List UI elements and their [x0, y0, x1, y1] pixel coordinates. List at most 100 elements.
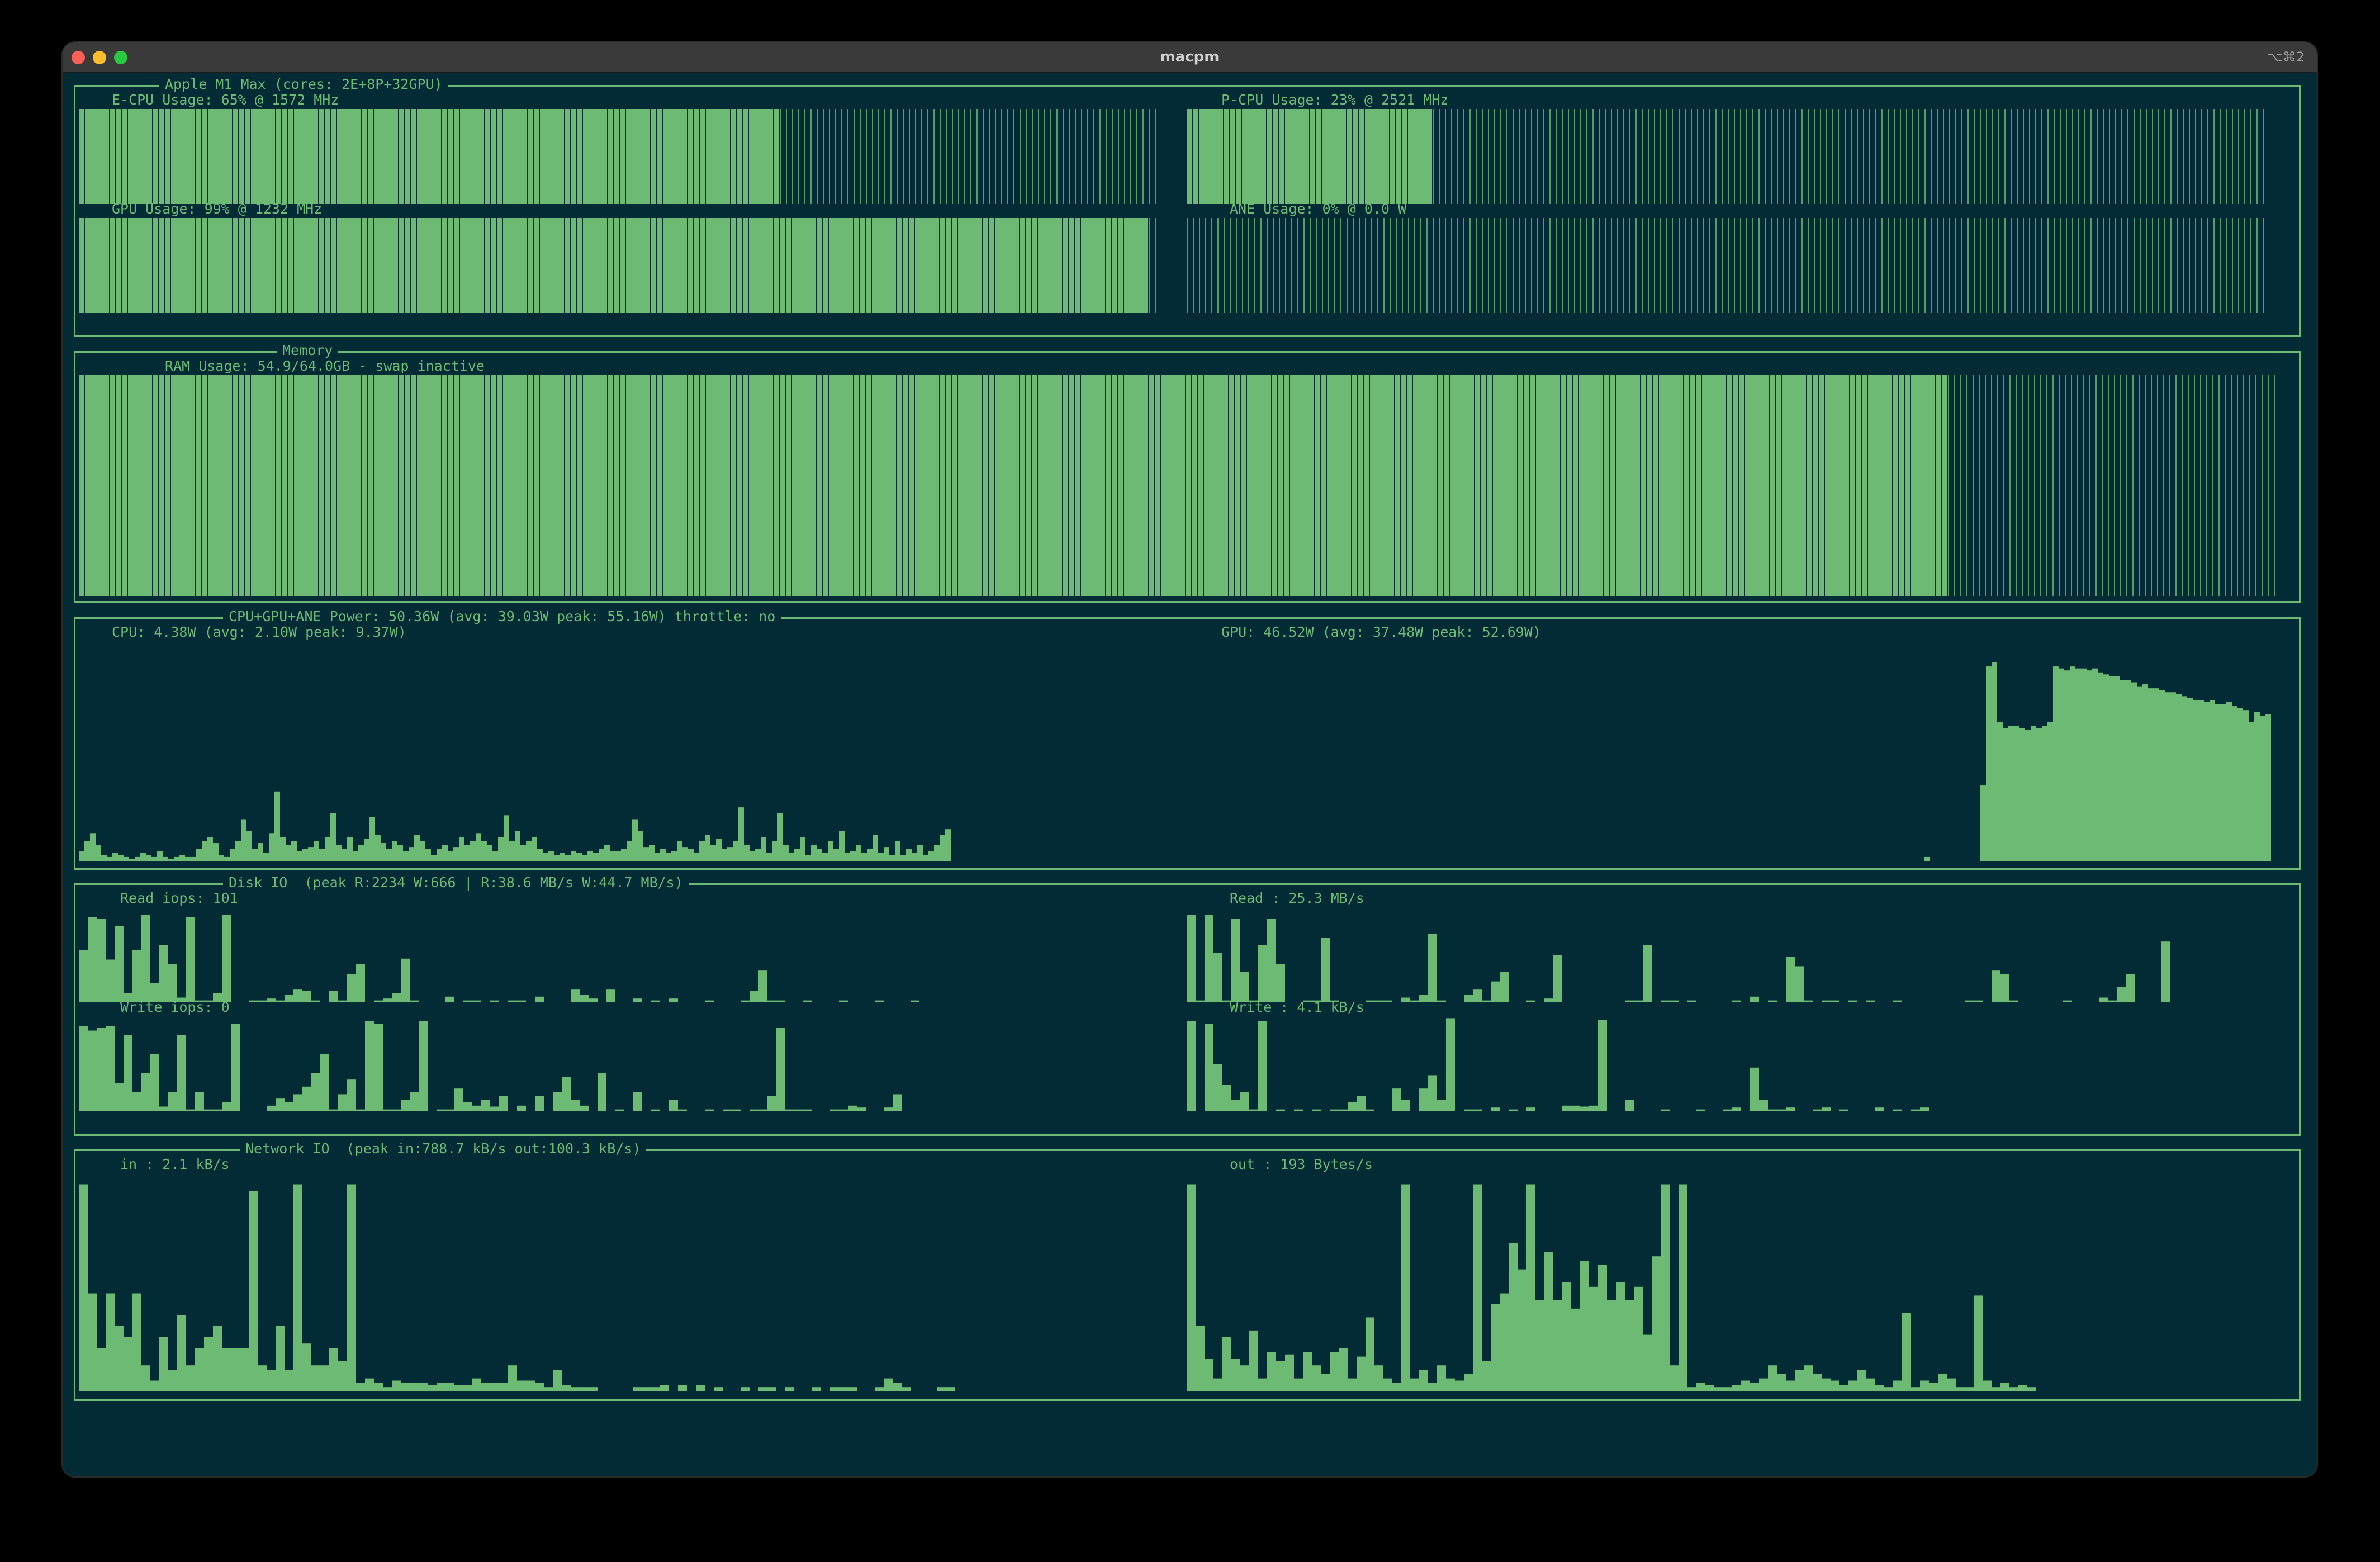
- ane-usage-gauge-empty-cell: [1599, 218, 1600, 313]
- cpu-power-sparkline-bar: [314, 841, 319, 861]
- ecpu-usage-gauge-filled-cell: [97, 109, 103, 204]
- ecpu-usage-gauge-empty-cell: [970, 109, 971, 204]
- ane-usage-gauge-empty-cell: [1365, 218, 1366, 313]
- read-iops-sparkline-bar: [124, 993, 132, 1002]
- pcpu-usage-gauge-empty-cell: [1728, 109, 1729, 204]
- network-out-sparkline-bar: [1759, 1378, 1768, 1391]
- cpu-power-sparkline-bar: [325, 837, 330, 861]
- network-out-sparkline-bar: [1884, 1387, 1893, 1391]
- ane-usage-gauge-empty-cell: [1881, 218, 1883, 313]
- gpu-usage-gauge-filled-cell: [823, 218, 828, 313]
- cpu-power-sparkline-bar: [280, 837, 286, 861]
- ram-usage-gauge-filled-cell: [1468, 375, 1474, 596]
- network-out-sparkline-bar: [1437, 1365, 1446, 1391]
- cpu-power-sparkline-bar: [766, 853, 772, 861]
- ram-usage-gauge-filled-cell: [1499, 375, 1505, 596]
- network-in-sparkline-bar: [231, 1348, 240, 1391]
- pcpu-usage-gauge-empty-cell: [1771, 109, 1772, 204]
- ram-usage-gauge-empty-cell: [2182, 375, 2183, 596]
- ane-usage-gauge-empty-cell: [1193, 218, 1194, 313]
- ram-usage-gauge-filled-cell: [399, 375, 404, 596]
- gpu-usage-gauge-filled-cell: [651, 218, 656, 313]
- write-rate-sparkline-bar: [1205, 1024, 1213, 1111]
- network-out-sparkline-bar: [1518, 1269, 1526, 1391]
- gpu-usage-gauge-filled-cell: [257, 218, 263, 313]
- write-iops-sparkline-bar: [329, 1109, 338, 1111]
- ecpu-usage-gauge-filled-cell: [638, 109, 644, 204]
- pcpu-usage-gauge-filled-cell: [1365, 109, 1371, 204]
- write-iops-sparkline-bar: [401, 1100, 410, 1111]
- read-iops-sparkline-bar: [401, 958, 410, 1002]
- gpu-usage-gauge-filled-cell: [405, 218, 410, 313]
- ecpu-usage-gauge-filled-cell: [583, 109, 589, 204]
- ecpu-usage-gauge-filled-cell: [337, 109, 343, 204]
- window-title: macpm: [1160, 49, 1220, 65]
- gpu-power-sparkline-bar: [1997, 722, 2003, 861]
- gpu-power-sparkline-bar: [2070, 666, 2075, 861]
- pcpu-usage-gauge-filled-cell: [1273, 109, 1278, 204]
- ecpu-usage-gauge-empty-cell: [1013, 109, 1014, 204]
- ram-usage-gauge-filled-cell: [1161, 375, 1167, 596]
- network-in-sparkline-bar: [544, 1387, 553, 1391]
- ane-usage-gauge-empty-cell: [1396, 218, 1397, 313]
- ecpu-usage-gauge-empty-cell: [798, 109, 799, 204]
- minimize-window-button[interactable]: [93, 51, 106, 64]
- read-iops-sparkline-bar: [302, 991, 311, 1002]
- cpu-power-sparkline-bar: [699, 841, 705, 861]
- cpu-power-sparkline-bar: [196, 849, 202, 861]
- ane-usage-gauge-empty-cell: [1476, 218, 1477, 313]
- ram-usage-gauge-filled-cell: [1020, 375, 1025, 596]
- ecpu-usage-gauge-empty-cell: [1118, 109, 1119, 204]
- ram-usage-gauge-filled-cell: [269, 375, 275, 596]
- network-out-sparkline-bar: [1509, 1243, 1518, 1391]
- ecpu-usage-gauge-filled-cell: [774, 109, 779, 204]
- ane-usage-gauge-empty-cell: [1377, 218, 1378, 313]
- gpu-usage-gauge-filled-cell: [860, 218, 865, 313]
- network-out-sparkline-bar: [1571, 1308, 1580, 1391]
- cpu-power-sparkline-bar: [761, 837, 766, 861]
- network-out-sparkline-bar: [1366, 1317, 1374, 1391]
- zoom-window-button[interactable]: [114, 51, 127, 64]
- ram-usage-gauge-filled-cell: [761, 375, 767, 596]
- ecpu-usage-gauge-empty-cell: [1106, 109, 1107, 204]
- network-in-sparkline-bar: [830, 1387, 839, 1391]
- ane-usage-gauge-empty-cell: [1801, 218, 1803, 313]
- network-out-sparkline-bar: [1598, 1265, 1607, 1391]
- ecpu-usage-gauge-filled-cell: [651, 109, 656, 204]
- ram-usage-gauge-filled-cell: [829, 375, 835, 596]
- close-window-button[interactable]: [72, 51, 85, 64]
- pcpu-usage-gauge-empty-cell: [1820, 109, 1821, 204]
- ecpu-usage-gauge-filled-cell: [116, 109, 121, 204]
- ram-usage-gauge-filled-cell: [1395, 375, 1400, 596]
- ram-usage-gauge-filled-cell: [1413, 375, 1419, 596]
- cpu-power-sparkline-bar: [878, 853, 884, 861]
- network-in-sparkline-bar: [222, 1348, 231, 1391]
- ram-usage-gauge-filled-cell: [355, 375, 361, 596]
- write-rate-sparkline-bar: [1330, 1109, 1339, 1111]
- ram-usage-gauge-filled-cell: [810, 375, 816, 596]
- write-rate-sparkline-bar: [1696, 1109, 1705, 1111]
- gpu-power-sparkline-bar: [2131, 682, 2137, 861]
- network-out-sparkline-bar: [1187, 1184, 1196, 1391]
- ram-usage-gauge-filled-cell: [1929, 375, 1935, 596]
- ane-usage-gauge-empty-cell: [1340, 218, 1341, 313]
- gpu-usage-gauge-filled-cell: [706, 218, 712, 313]
- network-in-sparkline-bar: [589, 1387, 598, 1391]
- ram-usage-gauge-filled-cell: [134, 375, 140, 596]
- read-rate-sparkline-bar: [1258, 945, 1267, 1002]
- pcpu-usage-gauge-empty-cell: [2066, 109, 2067, 204]
- ecpu-usage-gauge-filled-cell: [712, 109, 718, 204]
- ram-usage-gauge-filled-cell: [1296, 375, 1302, 596]
- ram-usage-gauge-filled-cell: [1087, 375, 1093, 596]
- read-rate-sparkline-bar: [1249, 1000, 1258, 1002]
- pcpu-usage-gauge-filled-cell: [1217, 109, 1223, 204]
- ram-usage-gauge-filled-cell: [940, 375, 945, 596]
- ram-usage-gauge-filled-cell: [509, 375, 515, 596]
- read-rate-sparkline-bar: [1196, 1000, 1205, 1002]
- ecpu-usage-gauge-filled-cell: [601, 109, 607, 204]
- cpu-power-sparkline-bar: [207, 837, 213, 861]
- ane-usage-gauge-empty-cell: [2109, 218, 2110, 313]
- pcpu-usage-gauge-empty-cell: [2078, 109, 2079, 204]
- ecpu-usage-gauge-filled-cell: [724, 109, 730, 204]
- ane-usage-gauge-empty-cell: [1445, 218, 1446, 313]
